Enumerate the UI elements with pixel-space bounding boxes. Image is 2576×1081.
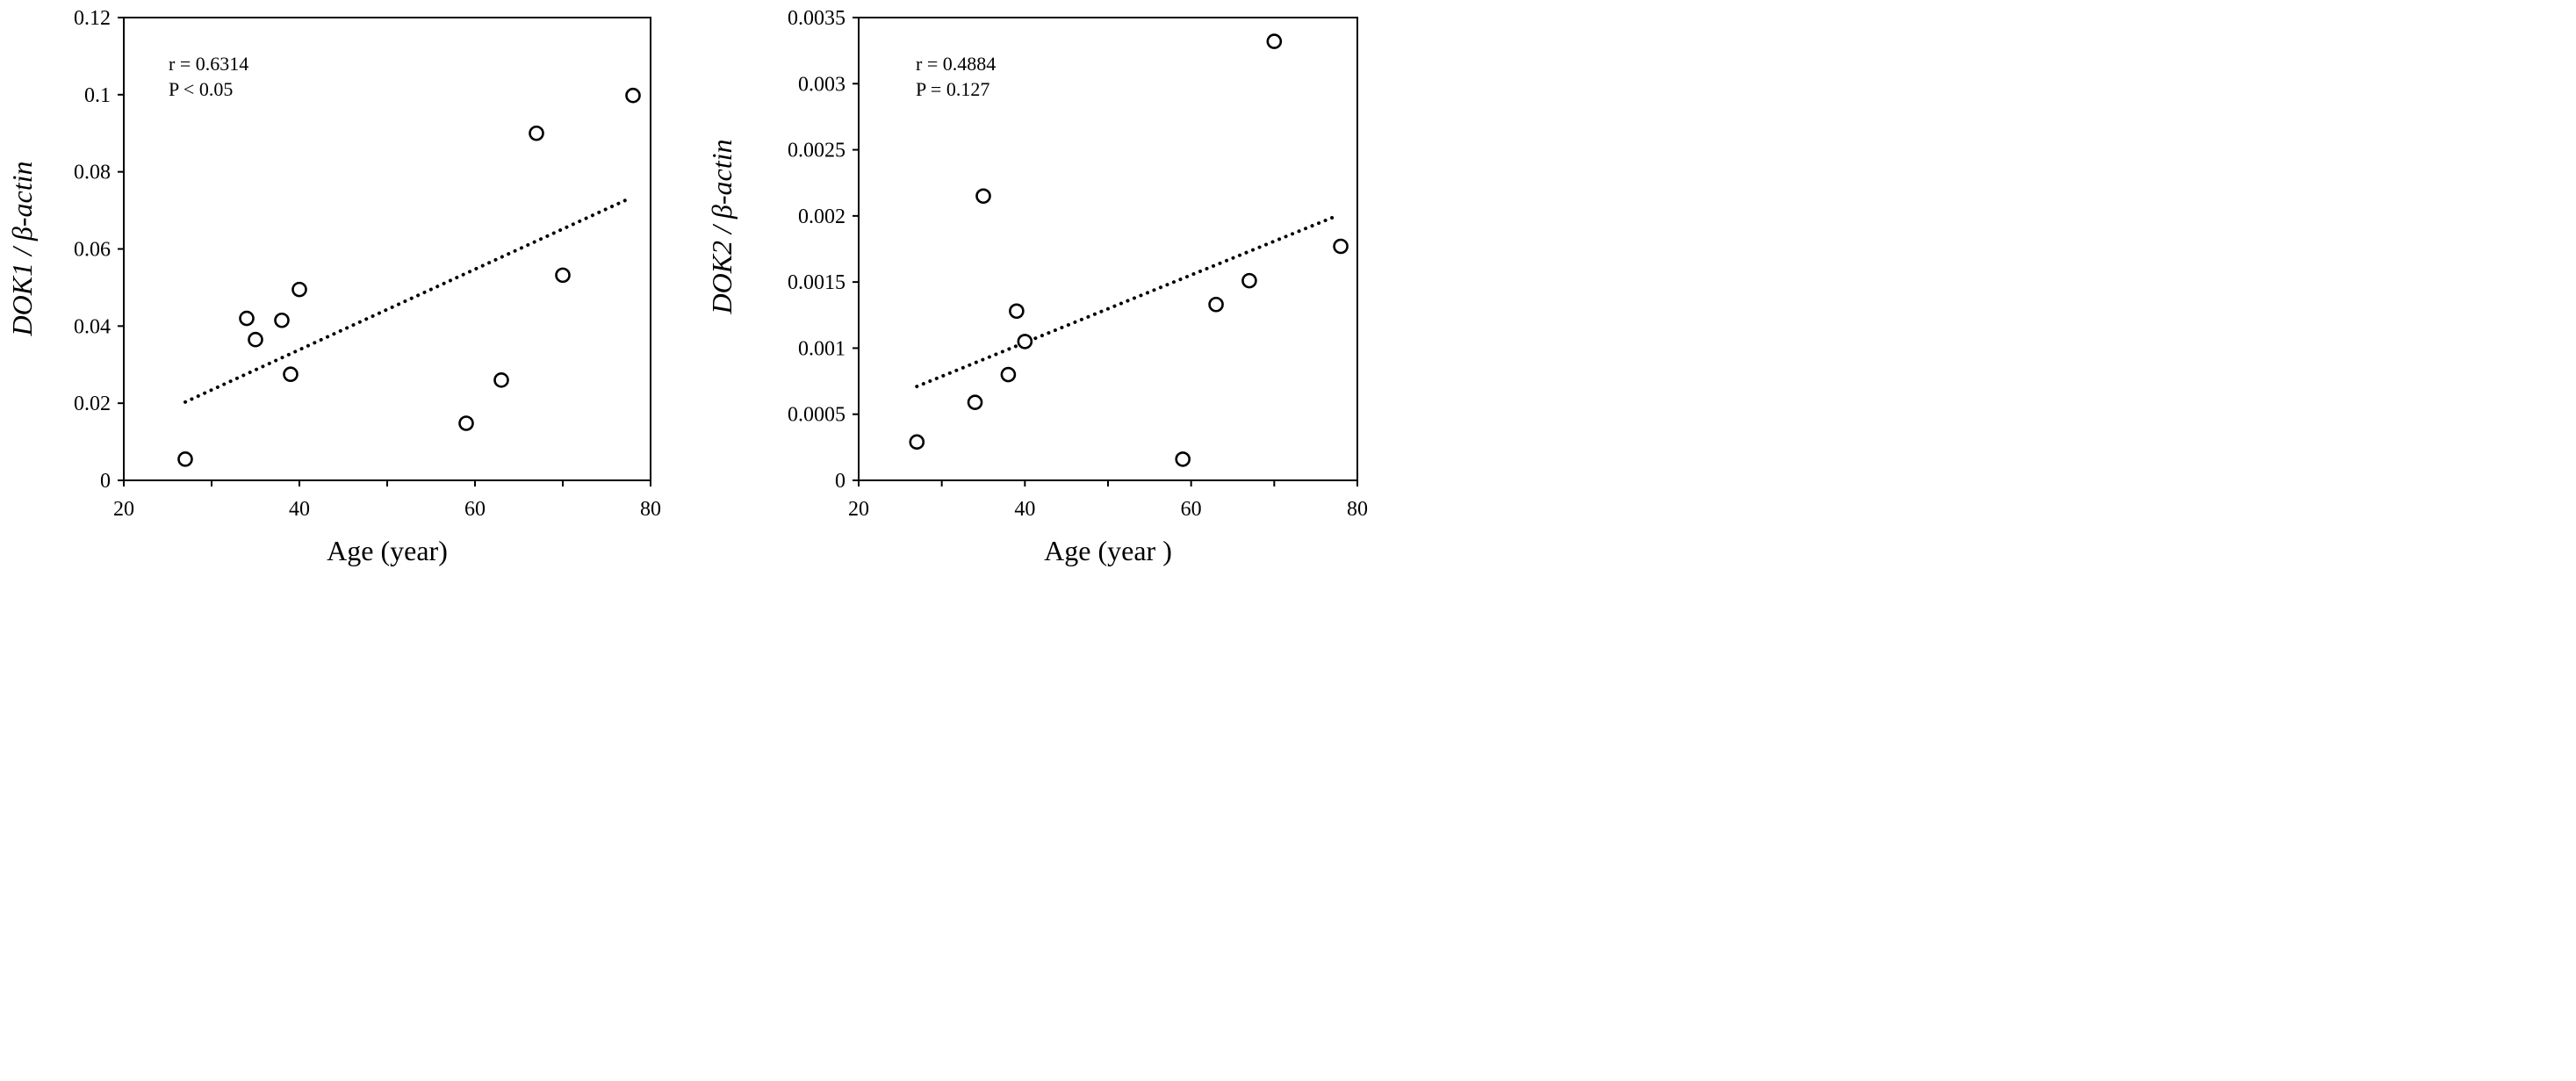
data-point xyxy=(458,415,474,431)
data-point xyxy=(555,267,571,284)
data-point xyxy=(239,310,255,327)
trendline xyxy=(183,197,630,404)
y-tick-label: 0.04 xyxy=(74,315,111,338)
y-tick-label: 0.0035 xyxy=(788,7,845,30)
y-tick-label: 0.08 xyxy=(74,162,111,184)
stat-r: r = 0.6314 xyxy=(169,53,248,75)
data-point xyxy=(1208,296,1224,313)
data-point xyxy=(1333,238,1349,255)
dok2-chart: r = 0.4884 P = 0.127 Age (year ) DOK2 / … xyxy=(706,7,1368,566)
data-point xyxy=(975,188,991,205)
dok1-chart: r = 0.6314 P < 0.05 Age (year) DOK1 / β-… xyxy=(6,7,661,566)
y-tick-label: 0.02 xyxy=(74,393,111,415)
x-tick-label: 40 xyxy=(289,498,310,521)
stat-r: r = 0.4884 xyxy=(916,53,996,75)
data-point xyxy=(1000,366,1017,383)
data-point xyxy=(493,372,509,388)
x-axis-title: Age (year) xyxy=(327,535,448,566)
x-tick-label: 40 xyxy=(1014,498,1035,521)
data-point xyxy=(529,125,544,141)
x-tick-label: 80 xyxy=(640,498,661,521)
data-point xyxy=(291,281,307,298)
data-point xyxy=(625,87,641,104)
data-point xyxy=(248,331,263,348)
data-point xyxy=(1175,451,1191,467)
data-point xyxy=(967,394,983,410)
y-tick-label: 0.1 xyxy=(84,84,111,107)
data-point xyxy=(283,366,299,383)
data-point xyxy=(1009,303,1025,320)
stat-p: P < 0.05 xyxy=(169,78,233,100)
data-point xyxy=(909,434,925,450)
y-tick-label: 0 xyxy=(835,470,845,493)
y-axis-title: DOK1 / β-actin xyxy=(6,161,38,336)
y-tick-label: 0.12 xyxy=(74,7,111,30)
y-tick-label: 0.06 xyxy=(74,239,111,262)
x-axis-title: Age (year ) xyxy=(1044,535,1172,566)
y-tick-label: 0.0005 xyxy=(788,404,845,427)
data-point xyxy=(1241,272,1257,289)
x-tick-label: 20 xyxy=(113,498,134,521)
data-point xyxy=(177,451,193,467)
y-tick-label: 0.002 xyxy=(798,205,845,228)
data-point xyxy=(1017,334,1033,350)
y-axis-title: DOK2 / β-actin xyxy=(706,139,738,314)
stat-p: P = 0.127 xyxy=(916,78,989,100)
trendline xyxy=(915,213,1339,389)
x-tick-label: 20 xyxy=(848,498,869,521)
y-tick-label: 0.003 xyxy=(798,73,845,96)
x-tick-label: 80 xyxy=(1347,498,1368,521)
y-tick-label: 0.001 xyxy=(798,337,845,360)
data-point xyxy=(274,312,290,328)
figure: r = 0.6314 P < 0.05 Age (year) DOK1 / β-… xyxy=(6,7,1368,566)
y-tick-label: 0.0015 xyxy=(788,271,845,294)
x-tick-label: 60 xyxy=(464,498,486,521)
data-point xyxy=(1266,33,1283,49)
y-tick-label: 0 xyxy=(100,470,111,493)
x-tick-label: 60 xyxy=(1181,498,1202,521)
y-tick-label: 0.0025 xyxy=(788,140,845,162)
